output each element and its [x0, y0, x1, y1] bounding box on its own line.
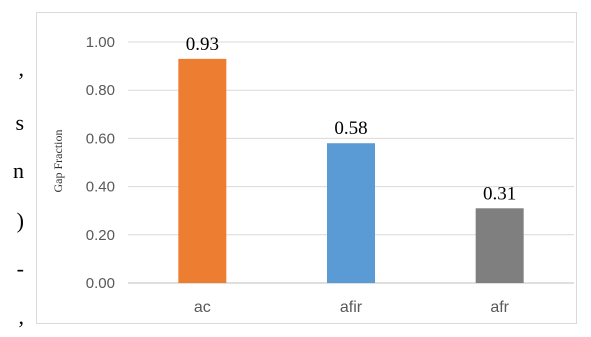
bar-ac — [178, 58, 227, 284]
x-axis-ticks: ac afir afr — [194, 299, 510, 316]
y-tick-label: 0.20 — [86, 227, 115, 244]
page-text-fragment: ) — [16, 208, 24, 233]
data-label-ac: 0.93 — [186, 34, 219, 55]
page-text-fragment: - — [16, 256, 24, 281]
data-label-afir: 0.58 — [334, 118, 367, 139]
bar-afir — [327, 143, 375, 283]
y-axis-ticks: 0.00 0.20 0.40 0.60 0.80 1.00 — [86, 34, 115, 292]
y-tick-label: 0.40 — [86, 179, 115, 196]
page-text-fragment: , — [18, 56, 25, 81]
x-tick-label-afr: afr — [490, 299, 509, 316]
x-tick-label-afir: afir — [340, 299, 363, 316]
y-tick-label: 0.00 — [86, 275, 115, 292]
page-text-fragment: n — [13, 158, 24, 183]
y-tick-label: 0.80 — [86, 82, 115, 99]
bar-afr — [475, 208, 524, 283]
y-tick-label: 1.00 — [86, 34, 115, 51]
data-labels: 0.93 0.58 0.31 — [186, 34, 517, 204]
page-text-fragment: s — [15, 110, 24, 135]
x-tick-label-ac: ac — [194, 299, 211, 316]
bars — [178, 58, 524, 284]
y-tick-label: 0.60 — [86, 130, 115, 147]
page-text-fragment: , — [18, 304, 25, 329]
y-axis-title: Gap Fraction — [51, 130, 65, 193]
data-label-afr: 0.31 — [483, 183, 516, 204]
